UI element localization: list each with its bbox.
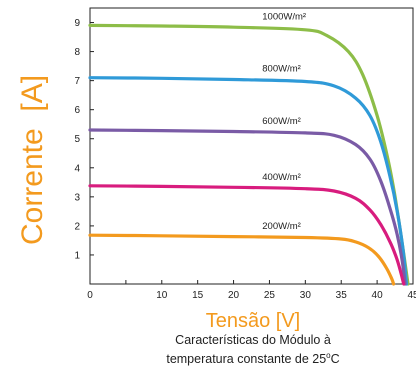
- plot-frame: [89, 7, 414, 285]
- x-tick-label: 35: [336, 290, 348, 301]
- series-line: [88, 184, 406, 286]
- y-axis-label: Corrente [A]: [16, 75, 49, 245]
- series-lines: [88, 23, 410, 286]
- y-axis-label-text: Corrente [A]: [16, 75, 49, 245]
- x-axis-label: Tensão [V]: [205, 310, 301, 332]
- y-tick-label: 4: [74, 163, 80, 174]
- caption-line-1: Características do Módulo à: [175, 333, 331, 347]
- series-label: 1000W/m²: [262, 11, 306, 22]
- x-tick-label: 15: [192, 290, 204, 301]
- series-line: [88, 76, 409, 286]
- y-tick-label: 3: [74, 192, 80, 203]
- series-label: 600W/m²: [262, 116, 301, 127]
- x-tick-label: 0: [87, 290, 93, 301]
- y-ticks: 1 2 3 4 5 6 7 8 9: [74, 18, 94, 261]
- caption-unit: C: [330, 352, 340, 366]
- chart-caption: Características do Módulo à temperatura …: [90, 332, 416, 367]
- x-tick-label: 30: [300, 290, 312, 301]
- x-tick-label: 45: [407, 290, 416, 301]
- y-tick-label: 1: [74, 250, 80, 261]
- series-label: 200W/m²: [262, 221, 301, 232]
- y-tick-label: 6: [74, 105, 80, 116]
- series-line: [88, 128, 407, 286]
- caption-line-2-text: temperatura constante de 25: [166, 352, 327, 366]
- x-ticks: 0 10 15 20 25 30 35 40 45: [87, 280, 416, 301]
- y-tick-label: 8: [74, 47, 80, 58]
- series-label: 400W/m²: [262, 172, 301, 183]
- y-tick-label: 9: [74, 18, 80, 29]
- series-line: [88, 233, 396, 286]
- series-label: 800W/m²: [262, 64, 301, 75]
- caption-degree: o: [326, 351, 331, 360]
- y-tick-label: 5: [74, 134, 80, 145]
- caption-line-2: temperatura constante de 25oC: [90, 348, 416, 367]
- y-tick-label: 2: [74, 221, 80, 232]
- x-tick-label: 25: [264, 290, 276, 301]
- x-tick-label: 10: [156, 290, 168, 301]
- y-tick-label: 7: [74, 76, 80, 87]
- x-tick-label: 20: [228, 290, 240, 301]
- series-labels: 1000W/m² 800W/m² 600W/m² 400W/m² 200W/m²: [262, 11, 306, 232]
- x-tick-label: 40: [372, 290, 384, 301]
